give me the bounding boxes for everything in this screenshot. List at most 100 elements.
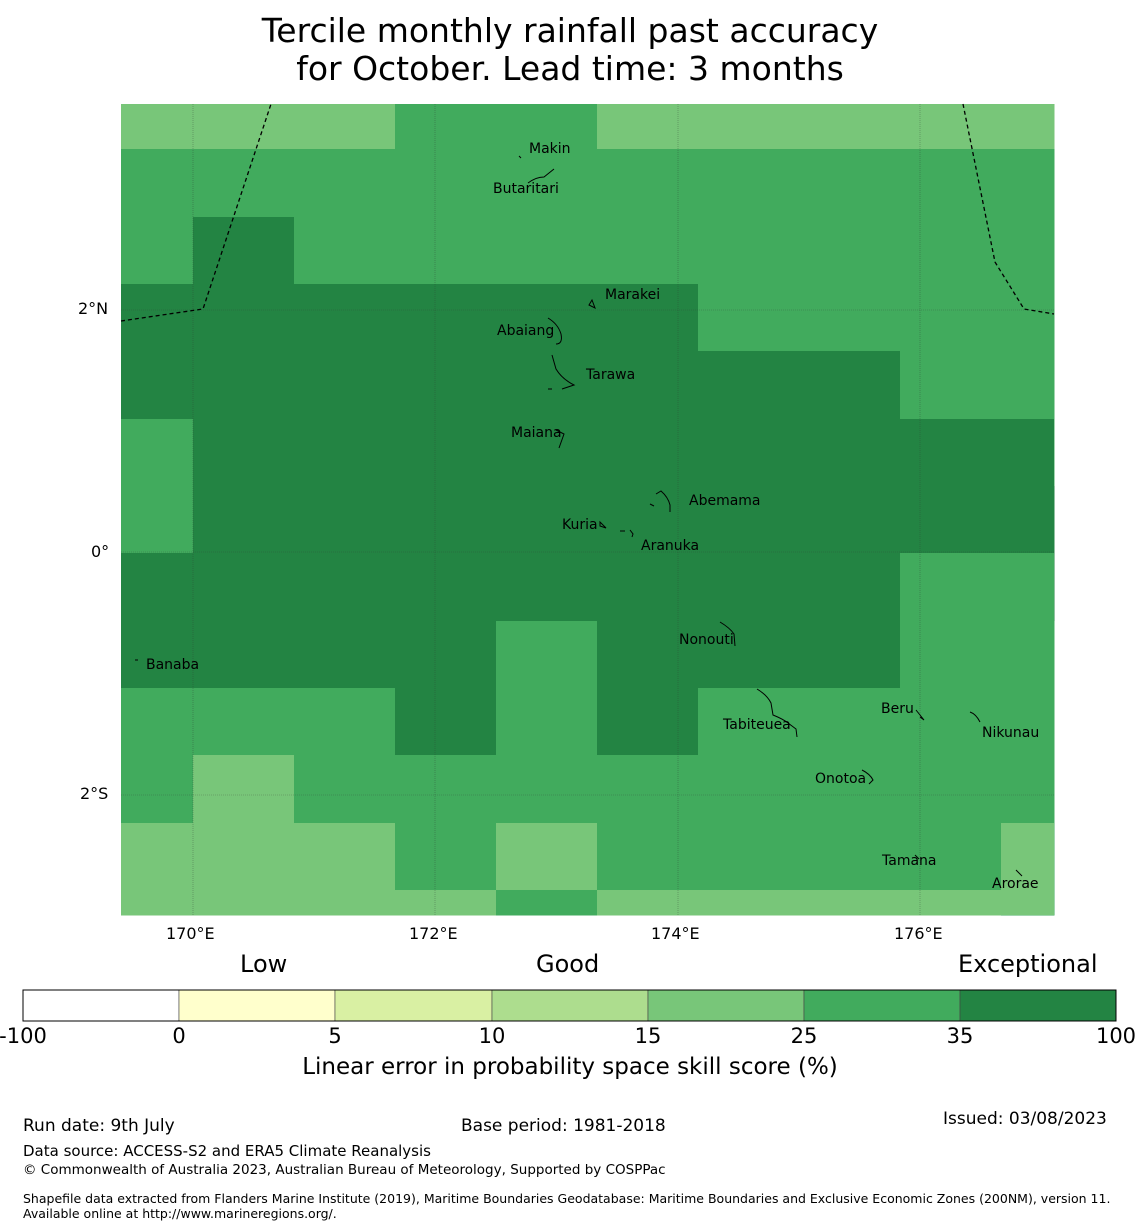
island-outline [527, 168, 555, 184]
skill-cell [698, 351, 900, 419]
skill-cell [1001, 823, 1054, 890]
island-outline [555, 429, 565, 449]
skill-cell [193, 621, 295, 689]
skill-cell [698, 755, 800, 824]
skill-cell [900, 688, 1002, 756]
skill-cell [597, 351, 699, 420]
colorbar-tick: 5 [328, 1024, 342, 1048]
skill-cell [121, 553, 900, 621]
island-outline [547, 317, 562, 345]
eez-boundary-west [120, 103, 272, 322]
skill-cell [1001, 688, 1055, 756]
island-label: Arorae [992, 876, 1039, 892]
colorbar-frame [22, 989, 1117, 1022]
island-label: Butaritari [493, 181, 559, 197]
colorbar-tick: 15 [634, 1024, 662, 1048]
skill-cell [395, 284, 497, 352]
skill-cell [597, 217, 699, 285]
eez-boundary-east [962, 103, 1055, 315]
skill-cell [1001, 149, 1055, 218]
island-outline [915, 709, 925, 721]
skill-cell [799, 755, 901, 824]
lat-tick-2n: 2°N [78, 299, 109, 318]
copyright-notice: © Commonwealth of Australia 2023, Austra… [23, 1162, 666, 1178]
skill-cell [799, 217, 901, 285]
skill-cell [395, 486, 497, 554]
skill-cell [900, 755, 1002, 824]
skill-cell [121, 419, 193, 486]
island-label: Maiana [511, 425, 562, 441]
skill-cell [121, 823, 395, 915]
skill-cell [597, 149, 699, 218]
lon-tick-176e: 176°E [894, 924, 943, 943]
skill-cell [294, 149, 396, 218]
skill-cell [121, 688, 194, 756]
skill-cell [395, 688, 497, 756]
lat-tick-2s: 2°S [80, 784, 109, 803]
colorbar [22, 989, 1117, 1022]
lon-tick-170e: 170°E [166, 924, 215, 943]
skill-cell [597, 486, 699, 554]
skill-cell [121, 284, 194, 352]
run-date: Run date: 9th July [23, 1116, 175, 1136]
skill-cell [597, 104, 1054, 149]
skill-cell [698, 486, 800, 554]
map-gridlines [121, 104, 1054, 915]
island-label: Marakei [605, 287, 661, 303]
skill-cell [597, 621, 698, 688]
issued-date: Issued: 03/08/2023 [943, 1109, 1107, 1129]
island-outline [1015, 869, 1023, 877]
skill-cell [496, 688, 598, 756]
skill-cell [597, 284, 699, 352]
skill-cell [395, 621, 496, 688]
skill-cell [496, 149, 598, 218]
island-outline [649, 490, 671, 512]
island-outline [914, 854, 920, 860]
skill-cell [597, 890, 1054, 915]
skill-cell [496, 351, 598, 420]
skill-cell [294, 351, 396, 420]
island-label: Tabiteuea [723, 717, 791, 733]
skill-cell [395, 149, 497, 218]
skill-cell [900, 351, 1054, 419]
skill-cell [496, 621, 597, 688]
skill-cell [294, 486, 396, 554]
lon-tick-174e: 174°E [651, 924, 700, 943]
skill-cell [900, 217, 1002, 285]
colorbar-tick: 100 [1095, 1024, 1137, 1048]
skill-cell [193, 217, 295, 285]
island-label: Onotoa [815, 771, 867, 787]
shapefile-credit: Shapefile data extracted from Flanders M… [23, 1191, 1111, 1221]
skill-cell [799, 688, 901, 756]
skill-cell [698, 149, 800, 218]
skill-cell [496, 217, 598, 285]
skill-cell [597, 688, 699, 756]
skill-cell [900, 419, 1054, 553]
skill-cell [193, 284, 295, 352]
island-label: Tamana [882, 853, 937, 869]
skill-cell [698, 217, 800, 285]
island-label: Aranuka [641, 538, 700, 554]
skill-cell [496, 486, 598, 554]
skill-cell [294, 755, 396, 824]
island-outline [756, 688, 798, 738]
island-outline [861, 769, 874, 785]
skill-cell [597, 823, 699, 891]
colorbar-tick: 25 [790, 1024, 818, 1048]
legend-category-low: Low [240, 950, 288, 978]
skill-cell [496, 823, 597, 890]
island-label: Tarawa [586, 367, 636, 383]
colorbar-tick: 0 [172, 1024, 186, 1048]
island-label: Nikunau [982, 725, 1040, 741]
skill-cell [799, 486, 901, 554]
skill-cell [193, 755, 294, 823]
skill-cell [900, 149, 1002, 218]
skill-cell [193, 486, 295, 554]
skill-cell [698, 823, 800, 891]
skill-cell [1001, 217, 1055, 285]
skill-grid [121, 104, 1055, 916]
skill-cell [121, 486, 194, 554]
skill-cell [597, 755, 699, 824]
island-label: Banaba [146, 657, 200, 673]
skill-cell [799, 823, 901, 891]
